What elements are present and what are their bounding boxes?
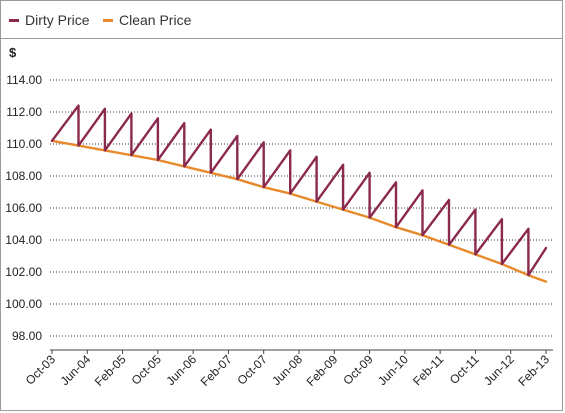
x-tick-label: Feb-09 bbox=[304, 352, 341, 389]
x-tick-label: Jun-04 bbox=[58, 352, 94, 388]
y-tick-label: 98.00 bbox=[12, 329, 42, 343]
x-tick-label: Oct-11 bbox=[447, 352, 482, 387]
legend-swatch-dirty bbox=[9, 19, 19, 22]
x-tick-label: Jun-06 bbox=[163, 352, 199, 388]
y-tick-label: 110.00 bbox=[6, 137, 42, 151]
x-tick-label: Oct-03 bbox=[23, 352, 59, 388]
y-tick-label: 104.00 bbox=[5, 233, 42, 247]
legend-label-clean: Clean Price bbox=[119, 12, 192, 28]
legend-label-dirty: Dirty Price bbox=[25, 12, 90, 28]
y-tick-label: 106.00 bbox=[5, 201, 42, 215]
x-tick-label: Jun-08 bbox=[269, 352, 305, 388]
series-line-dirty-price bbox=[50, 104, 548, 277]
legend: Dirty Price Clean Price bbox=[1, 1, 562, 39]
y-axis-unit: $ bbox=[9, 45, 17, 60]
x-tick-label: Oct-09 bbox=[340, 352, 376, 388]
y-tick-label: 100.00 bbox=[5, 297, 42, 311]
x-tick-label: Oct-07 bbox=[234, 352, 270, 388]
x-tick-label: Feb-07 bbox=[198, 352, 235, 389]
x-tick-label: Feb-11 bbox=[410, 352, 446, 388]
x-tick-label: Jun-10 bbox=[375, 352, 411, 388]
y-tick-label: 112.00 bbox=[6, 105, 42, 119]
x-tick-label: Oct-05 bbox=[129, 352, 165, 388]
y-tick-label: 108.00 bbox=[5, 169, 42, 183]
x-tick-label: Feb-13 bbox=[515, 352, 552, 389]
series-line-clean-price bbox=[50, 139, 548, 283]
legend-swatch-clean bbox=[103, 19, 113, 22]
y-tick-label: 114.00 bbox=[6, 73, 42, 87]
x-tick-label: Jun-12 bbox=[481, 352, 517, 388]
y-tick-label: 102.00 bbox=[5, 265, 42, 279]
x-tick-label: Feb-05 bbox=[92, 352, 129, 389]
